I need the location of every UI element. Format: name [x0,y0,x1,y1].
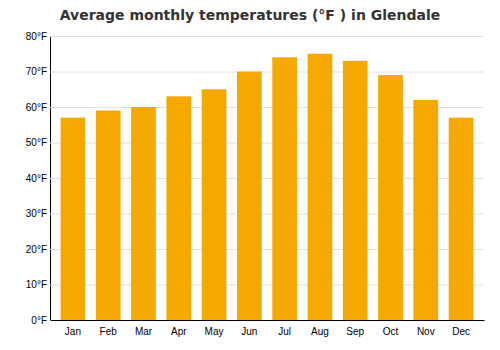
x-tick: Feb [100,326,118,337]
x-tick: Oct [383,326,399,337]
x-tick-label: Jul [278,326,291,337]
y-tick-label: 80°F [26,31,47,42]
x-axis: Jan Feb Mar Apr May Jun Jul Aug Sep Oct Nov Dec [51,321,485,338]
y-tick-label: 40°F [26,173,47,184]
x-tick: Jun [241,326,257,337]
grid-line [50,320,484,321]
chart: Average monthly temperatures (°F ) in Gl… [0,0,500,350]
x-tick: Apr [171,326,187,337]
bar [449,118,474,320]
bar [166,96,191,320]
bar [96,111,121,320]
x-tick-label: Jan [65,326,81,337]
grid-line [50,36,484,37]
bar [413,100,438,320]
x-tick-label: Oct [383,326,399,337]
x-tick: Dec [452,326,470,337]
x-tick: Sep [346,326,364,337]
y-axis: 0°F 10°F 20°F 30°F 40°F 50°F 60°F 70°F 80°F [26,31,484,326]
x-tick-label: Jun [241,326,257,337]
bar [61,118,86,320]
x-tick: Jan [65,326,81,337]
x-tick-label: Mar [135,326,153,337]
x-tick-label: May [205,326,224,337]
x-tick-label: Nov [417,326,435,337]
title: Average monthly temperatures (°F ) in Gl… [60,7,441,23]
x-tick-label: Sep [346,326,364,337]
bar [343,61,368,320]
bar [237,72,262,321]
bar [272,57,297,320]
y-tick-label: 30°F [26,208,47,219]
plot: 0°F 10°F 20°F 30°F 40°F 50°F 60°F 70°F 80°F Jan Fe… [26,31,485,337]
grid-line [50,72,484,73]
y-tick-label: 50°F [26,137,47,148]
y-tick-label: 20°F [26,244,47,255]
y-tick-label: 0°F [31,315,47,326]
y-tick-label: 70°F [26,66,47,77]
y-tick: 80°F [26,31,484,42]
x-tick-label: Dec [452,326,470,337]
x-tick-label: Apr [171,326,187,337]
bar [308,54,333,320]
x-tick-label: Feb [100,326,118,337]
bars [61,54,474,320]
y-tick-label: 60°F [26,102,47,113]
x-tick-label: Aug [311,326,329,337]
x-tick: May [205,326,224,337]
bar [378,75,403,320]
x-tick: Nov [417,326,435,337]
x-tick: Aug [311,326,329,337]
x-tick: Jul [278,326,291,337]
bar [131,107,156,320]
y-tick-label: 10°F [26,279,47,290]
x-tick: Mar [135,326,153,337]
bar [202,89,227,320]
x-axis-line [51,320,485,321]
